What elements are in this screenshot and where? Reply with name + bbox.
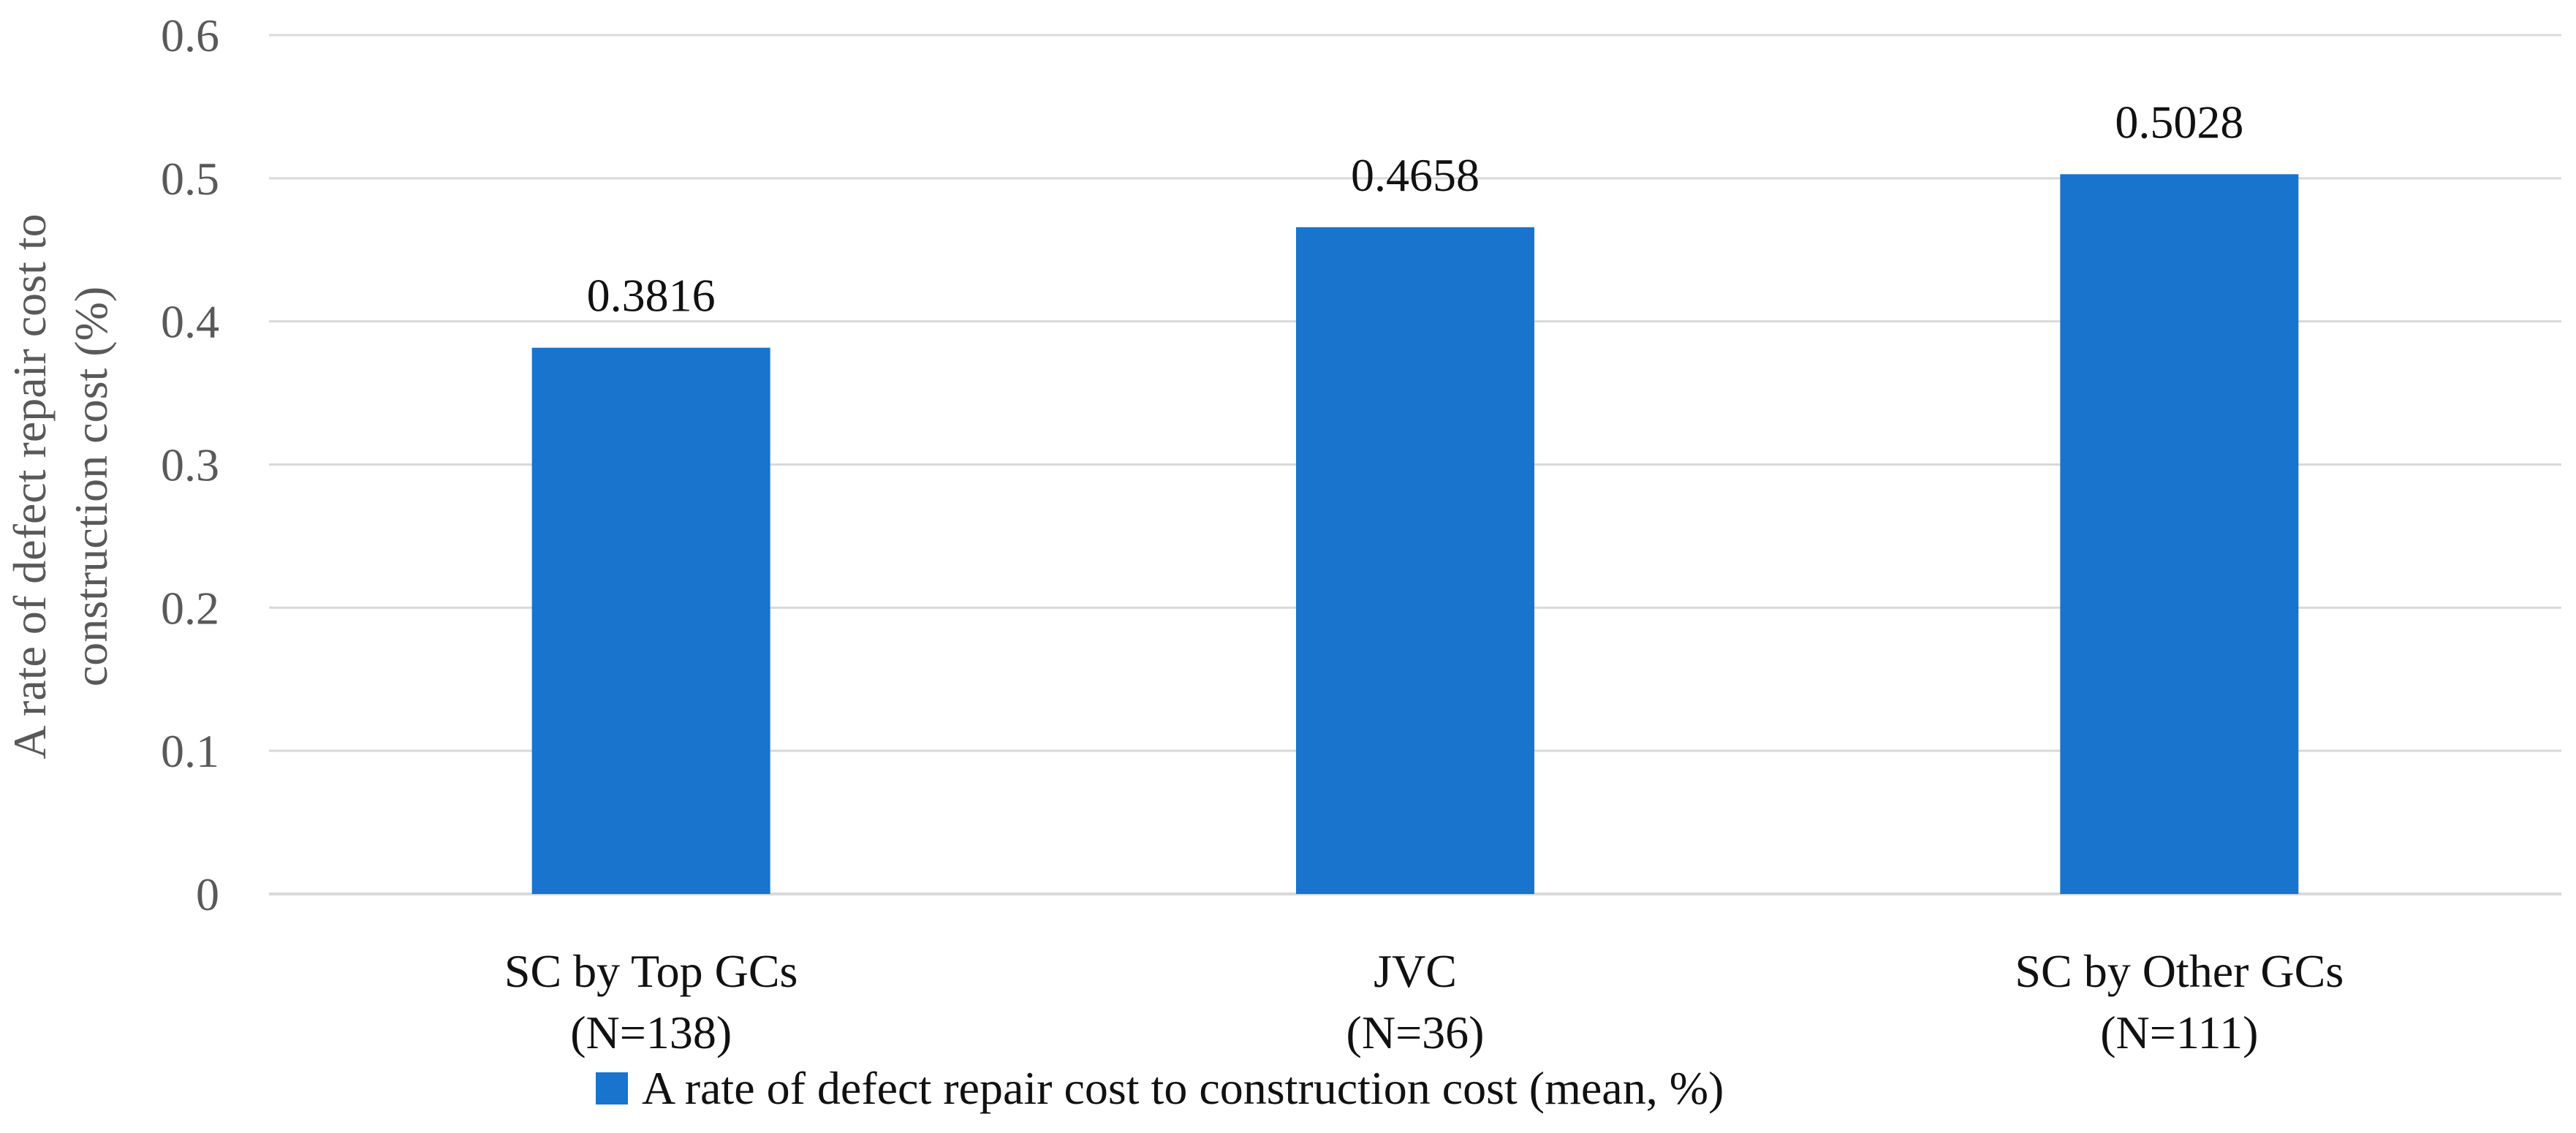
y-axis-ticks: 0 0.1 0.2 0.3 0.4 0.5 0.6 [161, 10, 219, 920]
y-axis-title-line: A rate of defect repair cost to [4, 213, 56, 759]
bars [531, 174, 2299, 895]
x-category-label: SC by Other GCs [2015, 945, 2344, 997]
data-label: 0.4658 [1351, 149, 1480, 201]
y-tick-label: 0.5 [161, 153, 219, 205]
x-category-label: SC by Top GCs [504, 945, 798, 997]
bar [1296, 227, 1534, 894]
y-tick-label: 0.3 [161, 439, 219, 491]
y-tick-label: 0.2 [161, 582, 219, 634]
y-axis-title-line: construction cost (%) [65, 287, 117, 686]
x-category-sublabel: (N=36) [1346, 1007, 1485, 1058]
data-label: 0.5028 [2115, 96, 2243, 148]
legend: A rate of defect repair cost to construc… [596, 1062, 1724, 1114]
x-axis-categories: SC by Top GCs (N=138) JVC (N=36) SC by Other… [504, 945, 2344, 1058]
x-category-sublabel: (N=138) [570, 1007, 732, 1058]
bar [531, 347, 770, 894]
data-label: 0.3816 [587, 270, 716, 322]
y-tick-label: 0.1 [161, 725, 219, 777]
x-category-sublabel: (N=111) [2100, 1007, 2258, 1058]
legend-swatch [596, 1072, 628, 1104]
legend-label: A rate of defect repair cost to construc… [642, 1062, 1724, 1114]
data-labels: 0.3816 0.4658 0.5028 [587, 96, 2244, 321]
bar [2060, 174, 2299, 895]
y-tick-label: 0.6 [161, 10, 219, 61]
y-tick-label: 0.4 [161, 296, 219, 348]
y-tick-label: 0 [196, 868, 219, 920]
y-axis-title: A rate of defect repair cost to construct… [4, 213, 117, 759]
x-category-label: JVC [1374, 945, 1457, 997]
